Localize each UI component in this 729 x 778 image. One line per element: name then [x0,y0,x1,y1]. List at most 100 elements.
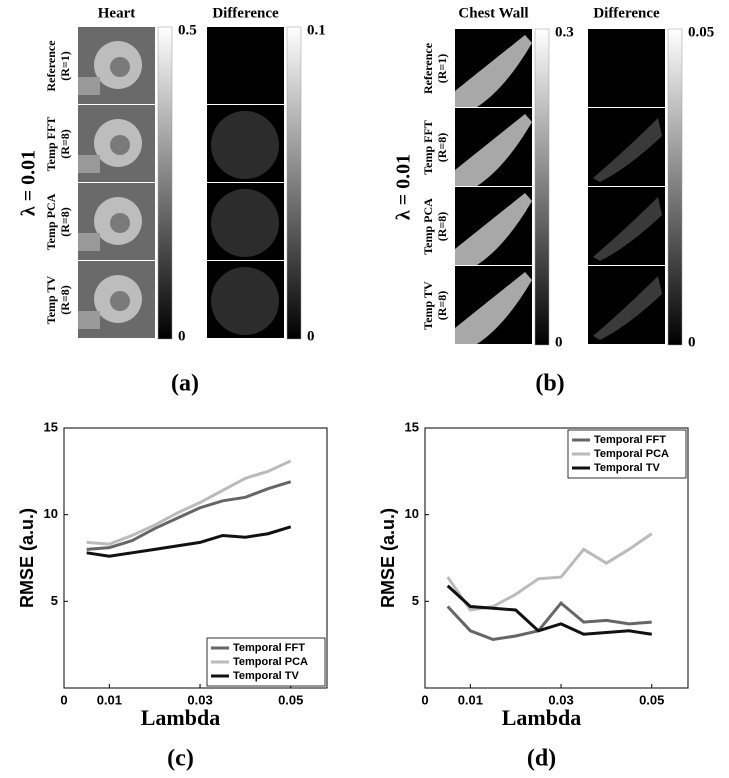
anatomy [455,114,532,186]
row-label: (R=8) [435,212,449,242]
y-tick-label: 5 [412,593,419,608]
noise [211,189,279,257]
row-label: (R=8) [435,133,449,163]
noise [593,276,662,340]
lambda-label: λ = 0.01 [393,154,415,220]
image-tile [207,105,284,182]
colorbar-min: 0 [555,334,563,350]
y-tick-label: 10 [405,506,419,521]
anatomy [110,291,130,311]
anatomy [455,193,532,265]
legend-label: Temporal PCA [233,656,308,668]
series-line [86,525,292,558]
image-tile [78,105,155,182]
legend-label: Temporal TV [233,670,299,682]
image-tile [78,261,155,338]
image-tile [78,183,155,260]
row-label: Temp FFT [421,120,435,175]
image-tile [78,27,155,104]
anatomy [110,135,130,155]
colorbar-max: 0.1 [307,22,326,38]
series-line [86,480,292,551]
x-tick-label: 0.05 [278,692,303,707]
colorbar-min: 0 [178,328,186,344]
x-tick-label: 0.01 [458,692,483,707]
image-tile [588,266,665,344]
row-label: Reference [421,42,435,94]
row-label: Temp FFT [44,117,58,172]
x-tick-label: 0 [421,692,428,707]
image-tile [207,27,284,104]
row-label: (R=8) [58,129,72,159]
row-label: Temp TV [421,281,435,330]
row-label: (R=8) [58,285,72,315]
colorbar-min: 0 [307,328,315,344]
image-tile [207,183,284,260]
colorbar [667,28,683,346]
anatomy [110,213,130,233]
colorbar-min: 0 [688,334,696,350]
legend-label: Temporal TV [594,462,660,474]
panel-label: (d) [527,746,556,772]
column-title: Heart [98,5,135,21]
x-tick-label: 0.05 [639,692,664,707]
row-label: (R=8) [435,291,449,321]
anatomy [455,272,532,344]
colorbar [286,26,302,340]
anatomy [78,155,100,173]
y-tick-label: 10 [44,506,58,521]
noise [211,111,279,179]
series-line [446,600,652,642]
image-tile [588,29,665,107]
colorbar [157,26,173,340]
row-label: (R=1) [58,51,72,81]
row-label: Temp PCA [44,193,58,250]
row-label: Temp TV [44,275,58,324]
noise [593,197,662,261]
anatomy [78,233,100,251]
colorbar [534,28,550,346]
image-tile [588,108,665,186]
column-title: Chest Wall [458,5,528,21]
x-axis-label: Lambda [141,705,220,730]
x-tick-label: 0.01 [97,692,122,707]
y-tick-label: 15 [405,419,419,434]
image-tile [455,187,532,265]
anatomy [110,57,130,77]
lambda-label: λ = 0.01 [18,150,40,216]
row-label: Temp PCA [421,198,435,255]
x-tick-label: 0 [60,692,67,707]
image-tile [588,187,665,265]
colorbar-max: 0.5 [178,22,197,38]
anatomy [455,35,532,107]
row-label: (R=8) [58,207,72,237]
column-title: Difference [212,5,279,21]
y-axis-label: RMSE (a.u.) [17,508,37,608]
legend-label: Temporal FFT [233,642,305,654]
image-background [588,29,665,107]
image-tile [455,266,532,344]
row-label: (R=1) [435,54,449,84]
anatomy [78,311,100,329]
legend-label: Temporal PCA [594,448,669,460]
series-line [86,459,292,546]
colorbar-max: 0.05 [688,24,714,40]
row-label: Reference [44,40,58,92]
colorbar-max: 0.3 [555,24,574,40]
noise [211,267,279,335]
image-tile [455,29,532,107]
y-tick-label: 15 [44,419,58,434]
noise [593,118,662,182]
panel-label: (b) [535,371,564,397]
image-tile [455,108,532,186]
y-tick-label: 5 [51,593,58,608]
x-tick-label: 0.03 [548,692,573,707]
panel-label: (c) [167,746,194,772]
x-axis-label: Lambda [502,705,581,730]
series-line [446,584,652,636]
panel-label: (a) [171,371,199,397]
image-tile [207,261,284,338]
anatomy [78,77,100,95]
legend-label: Temporal FFT [594,434,666,446]
